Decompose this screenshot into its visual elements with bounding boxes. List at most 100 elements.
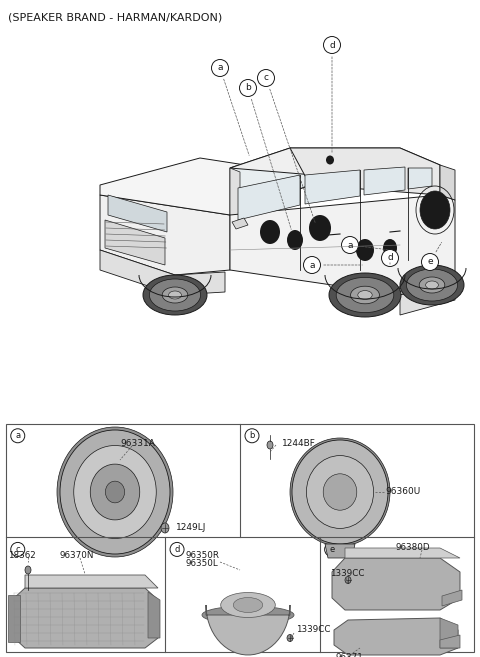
Ellipse shape [60,430,170,554]
Ellipse shape [358,290,372,300]
Polygon shape [345,548,460,558]
Ellipse shape [292,440,388,544]
Polygon shape [8,595,20,642]
Polygon shape [408,168,432,189]
Circle shape [245,429,259,443]
Polygon shape [12,588,158,648]
Circle shape [382,250,398,267]
Text: 96371: 96371 [336,654,364,657]
Ellipse shape [161,523,169,533]
Ellipse shape [202,606,294,624]
Text: 96380D: 96380D [396,543,431,553]
Circle shape [324,543,339,556]
Text: c: c [15,545,20,554]
Text: a: a [217,64,223,72]
Ellipse shape [143,275,207,315]
Polygon shape [440,165,455,200]
Text: 18362: 18362 [8,551,36,560]
Ellipse shape [287,635,293,641]
Ellipse shape [407,269,457,301]
Ellipse shape [326,156,334,164]
Text: (SPEAKER BRAND - HARMAN/KARDON): (SPEAKER BRAND - HARMAN/KARDON) [8,12,222,22]
Ellipse shape [149,279,201,311]
Polygon shape [230,168,240,218]
Polygon shape [230,148,440,178]
Text: e: e [329,545,334,554]
Ellipse shape [162,287,188,303]
Polygon shape [440,618,458,648]
Polygon shape [238,175,300,220]
Ellipse shape [221,593,276,618]
Polygon shape [364,167,405,195]
Ellipse shape [329,273,401,317]
Ellipse shape [420,191,450,229]
Text: 96350L: 96350L [185,560,218,568]
Text: 1244BF: 1244BF [282,438,316,447]
Polygon shape [305,170,360,204]
Text: d: d [174,545,180,554]
Polygon shape [108,195,167,232]
Text: b: b [245,83,251,93]
Polygon shape [232,218,248,229]
Circle shape [212,60,228,76]
Text: d: d [329,41,335,49]
Ellipse shape [350,286,379,304]
Polygon shape [25,575,158,588]
Polygon shape [440,635,460,648]
Text: 96360U: 96360U [385,487,420,497]
Ellipse shape [309,215,331,241]
Ellipse shape [168,291,181,299]
Ellipse shape [106,481,125,503]
Circle shape [303,256,321,273]
Ellipse shape [323,474,357,510]
Text: 96350R: 96350R [185,551,219,560]
Polygon shape [230,148,310,215]
Ellipse shape [345,576,351,583]
Text: e: e [427,258,433,267]
Ellipse shape [426,281,438,289]
Ellipse shape [74,445,156,539]
Text: 96370N: 96370N [60,551,95,560]
Text: a: a [15,431,20,440]
Ellipse shape [267,441,273,449]
Polygon shape [230,195,455,295]
Polygon shape [442,590,462,606]
Ellipse shape [25,566,31,574]
Text: c: c [264,74,268,83]
Circle shape [11,429,25,443]
Ellipse shape [287,230,303,250]
Text: d: d [387,254,393,263]
Polygon shape [206,605,290,655]
Ellipse shape [336,277,394,313]
Ellipse shape [57,427,173,557]
Circle shape [257,70,275,87]
Circle shape [421,254,439,271]
Ellipse shape [233,597,263,612]
Ellipse shape [356,239,374,261]
Polygon shape [105,220,165,265]
Polygon shape [148,592,160,638]
Circle shape [11,543,25,556]
Polygon shape [100,250,225,295]
Circle shape [324,37,340,53]
Text: b: b [249,431,255,440]
Ellipse shape [90,464,140,520]
Text: 1249LJ: 1249LJ [176,524,206,533]
Text: a: a [309,260,315,269]
Text: 1339CC: 1339CC [330,568,364,578]
Polygon shape [325,544,355,558]
Polygon shape [334,618,458,655]
Polygon shape [290,148,440,195]
Ellipse shape [383,239,397,257]
Ellipse shape [419,277,445,293]
Text: a: a [347,240,353,250]
Ellipse shape [290,438,390,546]
Ellipse shape [400,265,464,305]
Circle shape [170,543,184,556]
Circle shape [341,237,359,254]
Polygon shape [100,195,230,275]
Polygon shape [332,558,460,610]
Text: 1339CC: 1339CC [296,625,331,635]
Ellipse shape [260,220,280,244]
Text: 96331A: 96331A [120,438,155,447]
